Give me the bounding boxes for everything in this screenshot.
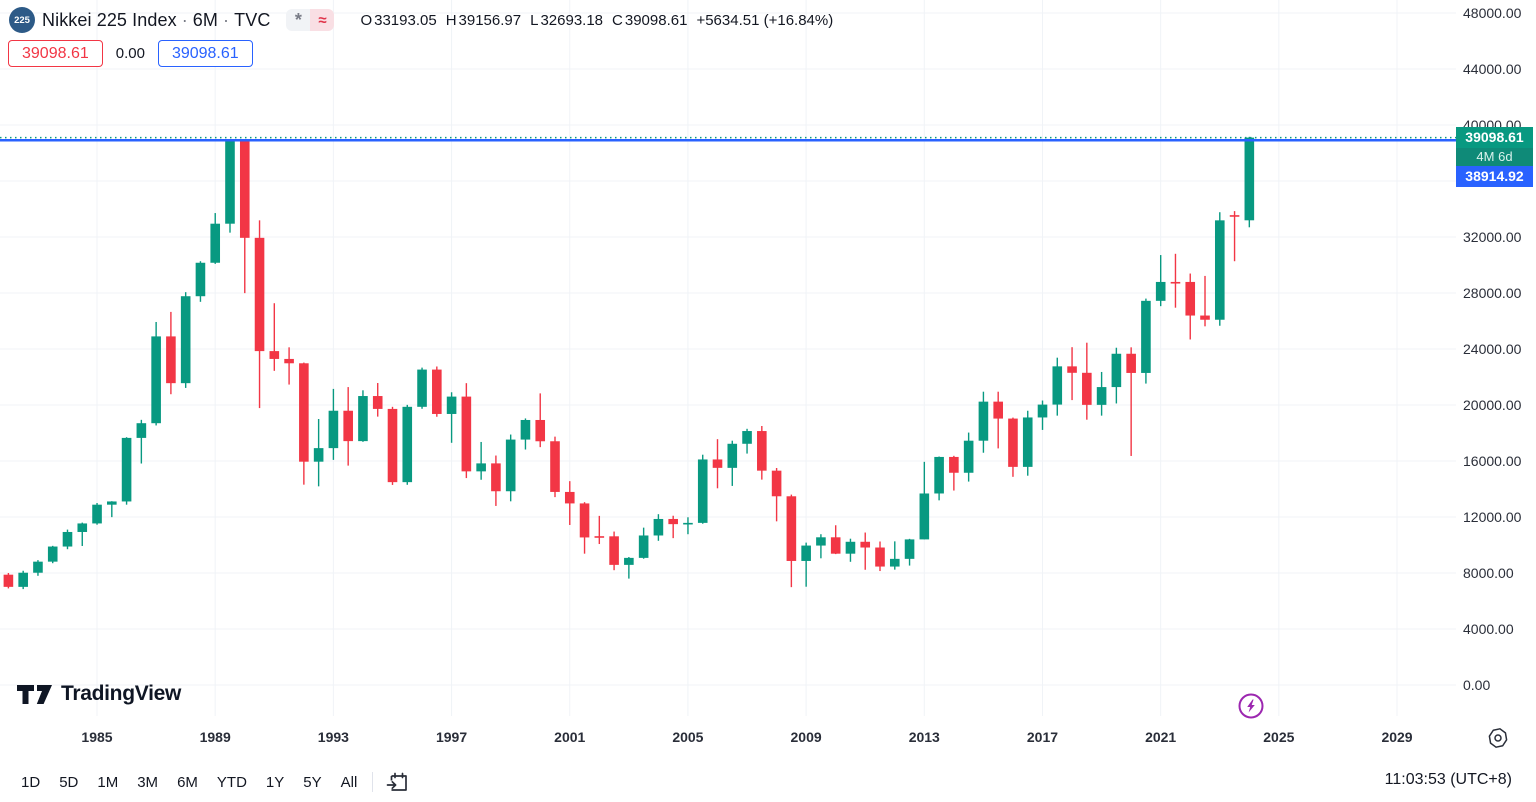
quote-row: 39098.61 0.00 39098.61 [8, 40, 253, 67]
buy-price-button[interactable]: 39098.61 [157, 40, 253, 67]
asterisk-flag-icon[interactable]: * [286, 9, 311, 31]
open-label: O [360, 11, 373, 29]
tradingview-logo-text: TradingView [61, 682, 182, 705]
range-button-1m[interactable]: 1M [94, 771, 121, 794]
settings-gear-icon[interactable] [1486, 726, 1510, 750]
tradingview-logo[interactable]: TradingView [16, 680, 181, 708]
range-button-3m[interactable]: 3M [134, 771, 161, 794]
high-value: 39156.97 [458, 11, 522, 29]
range-button-5d[interactable]: 5D [56, 771, 81, 794]
range-button-all[interactable]: All [338, 771, 361, 794]
symbol-name: Nikkei 225 Index [42, 9, 177, 30]
toolbar-separator [372, 772, 374, 792]
range-button-1d[interactable]: 1D [18, 771, 43, 794]
range-button-6m[interactable]: 6M [174, 771, 201, 794]
horizontal-line-price-label: 38914.92 [1456, 166, 1533, 188]
low-label: L [530, 11, 539, 29]
date-range-buttons: 1D 5D 1M 3M 6M YTD 1Y 5Y All [18, 771, 360, 794]
tradingview-logo-icon [17, 685, 52, 704]
ohlc-readout: O 33193.05 H 39156.97 L 32693.18 C 39098… [360, 12, 842, 29]
high-label: H [445, 11, 457, 29]
exchange-name: TVC [234, 9, 271, 30]
symbol-title[interactable]: Nikkei 225 Index · 6M · TVC [42, 10, 270, 31]
range-button-ytd[interactable]: YTD [214, 771, 250, 794]
range-button-5y[interactable]: 5Y [300, 771, 324, 794]
change-value: +5634.51 (+16.84%) [696, 11, 834, 29]
data-flags: * ≈ [286, 9, 335, 31]
close-label: C [612, 11, 623, 29]
interval-value[interactable]: 6M [192, 9, 219, 30]
go-to-date-icon[interactable] [385, 769, 411, 795]
clock[interactable]: 11:03:53 (UTC+8) [1384, 771, 1512, 788]
open-value: 33193.05 [374, 11, 437, 29]
candlestick-series[interactable] [3, 136, 1255, 590]
low-value: 32693.18 [540, 11, 604, 29]
grid-lines [0, 0, 1456, 716]
spread-value: 0.00 [115, 45, 145, 62]
sell-price-button[interactable]: 39098.61 [8, 40, 103, 67]
bar-countdown-label: 4M 6d [1456, 148, 1533, 167]
separator-dot: · [223, 9, 230, 30]
symbol-badge-icon[interactable]: 225 [9, 7, 35, 33]
approx-flag-icon[interactable]: ≈ [310, 9, 335, 31]
separator-dot: · [181, 9, 188, 30]
last-price-label: 39098.61 [1456, 127, 1533, 149]
bottom-toolbar: 1D 5D 1M 3M 6M YTD 1Y 5Y All 11:03:53 (UTC+8) [0, 762, 1536, 802]
chart-legend: 225 Nikkei 225 Index · 6M · TVC * ≈ O 33193.… [9, 7, 842, 33]
flash-event-icon[interactable] [1237, 692, 1265, 720]
close-value: 39098.61 [624, 11, 688, 29]
range-button-1y[interactable]: 1Y [263, 771, 287, 794]
